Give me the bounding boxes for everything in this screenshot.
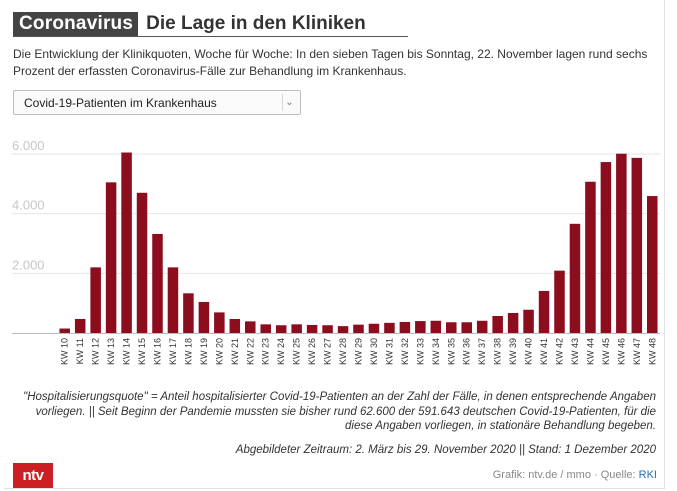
x-tick-label: KW 12	[91, 338, 101, 365]
source-link[interactable]: RKI	[638, 469, 657, 481]
x-tick-label: KW 13	[106, 338, 116, 365]
bar-kw-15[interactable]	[136, 192, 148, 333]
x-tick-label: KW 14	[122, 338, 132, 365]
x-tick-label: KW 29	[354, 338, 364, 365]
bar-kw-25[interactable]	[291, 324, 302, 333]
x-tick-label: KW 48	[647, 338, 657, 365]
x-tick-label: KW 38	[493, 338, 503, 365]
bar-kw-14[interactable]	[121, 152, 132, 333]
bar-kw-38[interactable]	[492, 316, 503, 333]
title-underline	[13, 36, 408, 37]
x-tick-label: KW 44	[585, 338, 595, 365]
chart-subtitle: Die Entwicklung der Klinikquoten, Woche …	[13, 47, 648, 78]
x-tick-label: KW 30	[369, 338, 379, 365]
bar-kw-28[interactable]	[337, 326, 349, 333]
x-tick-label: KW 40	[524, 338, 534, 365]
bar-kw-22[interactable]	[245, 321, 256, 333]
x-tick-label: KW 11	[75, 338, 85, 364]
x-tick-label: KW 39	[508, 338, 518, 365]
header: Coronavirus Die Lage in den Kliniken	[13, 12, 366, 36]
x-tick-label: KW 37	[477, 338, 487, 365]
x-tick-label: KW 36	[462, 338, 472, 365]
x-tick-label: KW 41	[539, 338, 549, 365]
x-tick-label: KW 33	[415, 338, 425, 365]
x-tick-label: KW 25	[292, 338, 302, 365]
bar-kw-43[interactable]	[569, 223, 581, 333]
x-tick-label: KW 19	[199, 338, 209, 365]
x-tick-label: KW 17	[168, 338, 178, 365]
x-tick-label: KW 46	[616, 338, 626, 365]
bar-kw-39[interactable]	[507, 313, 519, 333]
bar-kw-21[interactable]	[229, 318, 241, 333]
bar-kw-32[interactable]	[399, 321, 411, 333]
bar-kw-29[interactable]	[353, 324, 364, 333]
bar-kw-10[interactable]	[59, 328, 70, 333]
bar-chart: 2.000 4.000 6.000 KW 10 KW 11 KW 12 KW 13 KW 14…	[12, 138, 660, 365]
bar-kw-42[interactable]	[554, 270, 565, 333]
bar-kw-41[interactable]	[538, 290, 550, 333]
x-tick-label: KW 43	[570, 338, 580, 365]
y-tick-label: 4.000	[12, 198, 45, 213]
bar-kw-17[interactable]	[167, 267, 179, 333]
period-note: Abgebildeter Zeitraum: 2. März bis 29. N…	[235, 444, 656, 456]
x-tick-label: KW 45	[601, 338, 611, 365]
bar-kw-18[interactable]	[183, 293, 194, 333]
y-tick-label: 2.000	[12, 257, 45, 272]
x-tick-label: KW 21	[230, 338, 240, 365]
x-tick-label: KW 24	[276, 338, 286, 365]
bar-kw-45[interactable]	[600, 162, 612, 333]
x-tick-label: KW 42	[555, 338, 565, 365]
x-tick-label: KW 27	[323, 338, 333, 365]
graphic-frame	[4, 0, 665, 489]
x-tick-label: KW 35	[446, 338, 456, 365]
bar-kw-24[interactable]	[275, 325, 287, 333]
bar-kw-34[interactable]	[430, 320, 442, 333]
metric-select-value: Covid-19-Patienten im Krankenhaus	[24, 95, 217, 110]
bar-kw-12[interactable]	[90, 267, 101, 333]
bar-kw-40[interactable]	[523, 309, 534, 333]
bar-kw-11[interactable]	[74, 318, 86, 333]
bar-kw-35[interactable]	[446, 322, 457, 333]
x-tick-label: KW 34	[431, 338, 441, 365]
x-tick-label: KW 22	[245, 338, 255, 365]
y-tick-label: 6.000	[12, 138, 45, 153]
x-tick-label: KW 18	[183, 338, 193, 365]
ntv-logo: ntv	[13, 463, 53, 488]
x-tick-label: KW 10	[60, 338, 70, 365]
x-tick-label: KW 28	[338, 338, 348, 365]
x-tick-label: KW 15	[137, 338, 147, 365]
x-tick-label: KW 23	[261, 338, 271, 365]
page-title: Die Lage in den Kliniken	[146, 13, 366, 34]
bar-kw-37[interactable]	[476, 320, 488, 333]
x-tick-label: KW 31	[384, 338, 394, 365]
bar-kw-20[interactable]	[214, 312, 225, 333]
metric-select[interactable]: Covid-19-Patienten im Krankenhaus ⌄	[13, 90, 301, 115]
bar-kw-44[interactable]	[585, 181, 596, 333]
x-tick-label: KW 20	[214, 338, 224, 365]
bar-kw-46[interactable]	[616, 153, 627, 333]
bar-kw-31[interactable]	[384, 322, 395, 333]
x-tick-label: KW 47	[632, 338, 642, 365]
topic-badge: Coronavirus	[13, 12, 139, 36]
bar-kw-33[interactable]	[415, 321, 426, 333]
bar-kw-47[interactable]	[631, 157, 643, 333]
chevron-down-icon[interactable]: ⌄	[282, 94, 296, 111]
x-tick-label: KW 32	[400, 338, 410, 365]
bar-kw-26[interactable]	[306, 324, 318, 333]
x-tick-label: KW 16	[153, 338, 163, 365]
bar-kw-13[interactable]	[105, 182, 117, 333]
bar-kw-36[interactable]	[461, 322, 472, 333]
x-tick-label: KW 26	[307, 338, 317, 365]
source-credit: Grafik: ntv.de / mmo · Quelle: RKI	[493, 469, 657, 481]
bar-kw-19[interactable]	[198, 301, 210, 333]
bar-kw-16[interactable]	[152, 233, 163, 333]
bar-kw-23[interactable]	[260, 324, 271, 333]
credit-text: Grafik: ntv.de / mmo · Quelle:	[492, 469, 639, 481]
bar-kw-27[interactable]	[322, 325, 333, 333]
definition-note: "Hospitalisierungsquote" = Anteil hospit…	[23, 391, 656, 432]
bar-kw-30[interactable]	[368, 323, 380, 333]
bar-kw-48[interactable]	[647, 196, 658, 333]
